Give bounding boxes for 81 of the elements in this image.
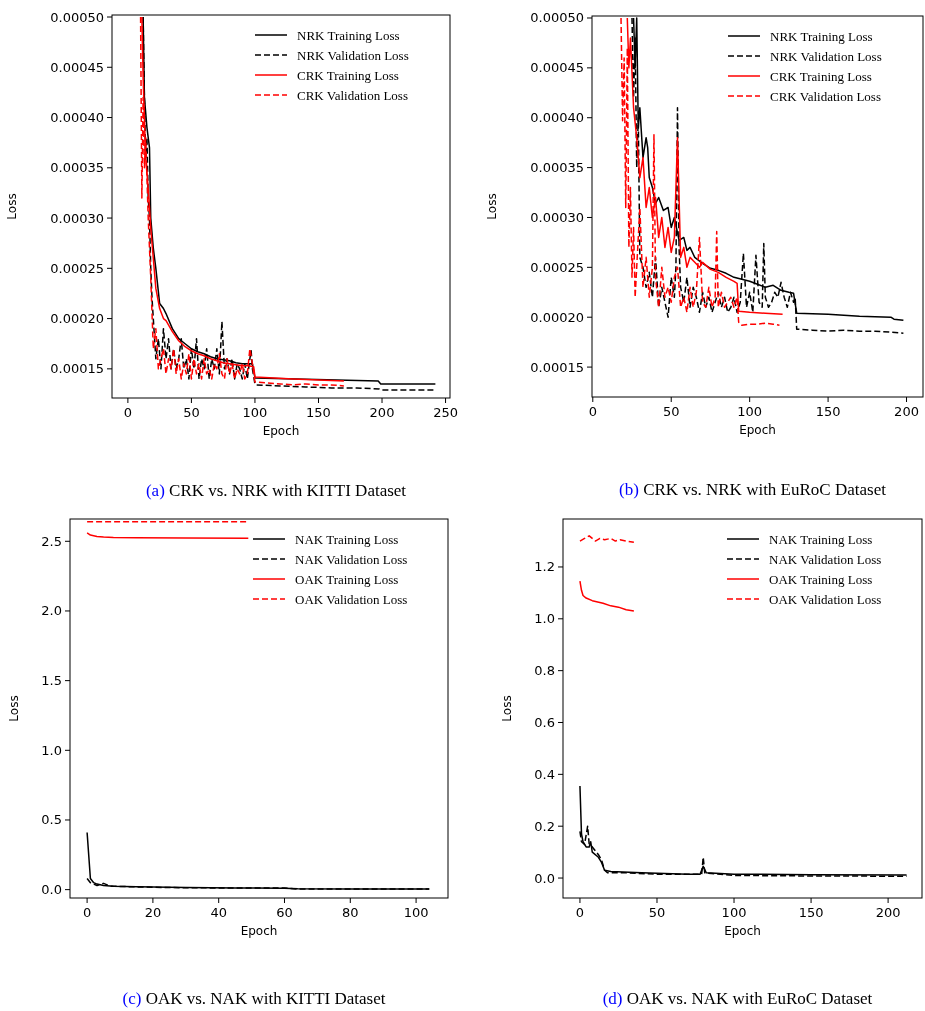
- x-axis-title: Epoch: [240, 924, 278, 938]
- legend-label: NAK Validation Loss: [295, 551, 408, 567]
- y-tick-label: 0.00020: [50, 311, 104, 327]
- text: (d) OAK vs. NAK with EuRoC Dataset: [602, 989, 873, 1008]
- y-axis-title: Loss: [485, 193, 499, 220]
- y-tick-label: 0.8: [534, 663, 555, 679]
- legend-label: OAK Validation Loss: [769, 591, 882, 607]
- legend-label: OAK Training Loss: [295, 571, 399, 587]
- x-tick-label: 150: [798, 905, 824, 920]
- x-tick-label: 50: [648, 905, 666, 920]
- text: (a) CRK vs. NRK with KITTI Dataset: [145, 481, 407, 500]
- legend-label: NRK Validation Loss: [297, 47, 409, 63]
- line-series: [579, 580, 635, 612]
- y-tick-label: 0.5: [41, 812, 62, 828]
- legend-label: NAK Training Loss: [295, 531, 399, 547]
- x-tick-label: 0: [575, 905, 585, 920]
- y-tick-label: 0.00040: [50, 110, 104, 126]
- y-tick-label: 2.5: [41, 533, 62, 549]
- y-tick-label: 0.00040: [530, 110, 584, 126]
- y-tick-label: 2.0: [41, 603, 62, 619]
- y-tick-label: 0.00020: [530, 309, 584, 325]
- y-tick-label: 0.2: [534, 818, 555, 834]
- x-tick-label: 0: [123, 405, 133, 420]
- legend-label: CRK Validation Loss: [770, 88, 881, 104]
- y-tick-label: 0.00045: [530, 60, 584, 76]
- x-tick-label: 150: [306, 405, 331, 420]
- x-axis-title: Epoch: [262, 424, 300, 438]
- legend-label: NRK Training Loss: [770, 28, 873, 44]
- x-tick-label: 0: [82, 905, 92, 920]
- y-tick-label: 1.5: [41, 673, 62, 689]
- x-tick-label: 200: [894, 404, 919, 419]
- text: (c) OAK vs. NAK with KITTI Dataset: [122, 989, 386, 1008]
- y-tick-label: 0.00025: [50, 260, 104, 276]
- legend-label: CRK Training Loss: [770, 68, 872, 84]
- x-tick-label: 0: [588, 404, 597, 419]
- y-tick-label: 0.00015: [530, 359, 584, 375]
- x-tick-label: 200: [369, 405, 395, 420]
- y-tick-label: 0.00030: [50, 210, 104, 226]
- y-tick-label: 0.0: [534, 870, 555, 886]
- y-axis-title: Loss: [7, 695, 21, 722]
- x-tick-label: 200: [875, 905, 901, 920]
- y-axis-title: Loss: [5, 193, 19, 220]
- legend-label: NAK Validation Loss: [769, 551, 882, 567]
- x-tick-label: 250: [433, 405, 458, 420]
- legend-label: NRK Validation Loss: [770, 48, 882, 64]
- y-tick-label: 1.0: [41, 742, 62, 758]
- x-tick-label: 100: [737, 404, 763, 419]
- y-tick-label: 0.00030: [530, 209, 584, 225]
- y-tick-label: 0.00025: [530, 259, 584, 275]
- legend-label: NAK Training Loss: [769, 531, 873, 547]
- y-tick-label: 0.4: [534, 766, 555, 782]
- x-tick-label: 100: [721, 905, 747, 920]
- y-tick-label: 0.0: [41, 882, 62, 898]
- y-axis-title: Loss: [500, 695, 514, 722]
- x-tick-label: 40: [210, 905, 227, 920]
- x-axis-title: Epoch: [739, 423, 776, 437]
- x-tick-label: 80: [342, 905, 359, 920]
- x-tick-label: 100: [403, 905, 429, 920]
- y-tick-label: 0.00050: [50, 9, 104, 25]
- x-tick-label: 20: [144, 905, 162, 920]
- y-tick-label: 0.6: [534, 715, 555, 730]
- y-tick-label: 0.00035: [530, 160, 584, 176]
- y-tick-label: 0.00050: [530, 10, 584, 26]
- x-tick-label: 150: [815, 404, 841, 419]
- y-tick-label: 0.00045: [50, 59, 104, 75]
- y-tick-label: 1.0: [534, 611, 555, 627]
- legend-label: OAK Training Loss: [769, 571, 873, 587]
- x-tick-label: 50: [183, 405, 200, 420]
- legend-label: CRK Training Loss: [297, 67, 399, 83]
- x-tick-label: 100: [242, 405, 268, 420]
- x-tick-label: 50: [662, 404, 680, 419]
- y-tick-label: 0.00035: [50, 160, 104, 176]
- x-tick-label: 60: [276, 905, 293, 920]
- text: (b) CRK vs. NRK with EuRoC Dataset: [619, 480, 887, 499]
- legend-label: OAK Validation Loss: [295, 591, 408, 607]
- line-series: [579, 535, 635, 544]
- x-axis-title: Epoch: [724, 924, 761, 938]
- y-tick-label: 1.2: [534, 559, 555, 575]
- y-tick-label: 0.00015: [50, 361, 104, 377]
- legend-label: CRK Validation Loss: [297, 87, 408, 103]
- legend-label: NRK Training Loss: [297, 27, 400, 43]
